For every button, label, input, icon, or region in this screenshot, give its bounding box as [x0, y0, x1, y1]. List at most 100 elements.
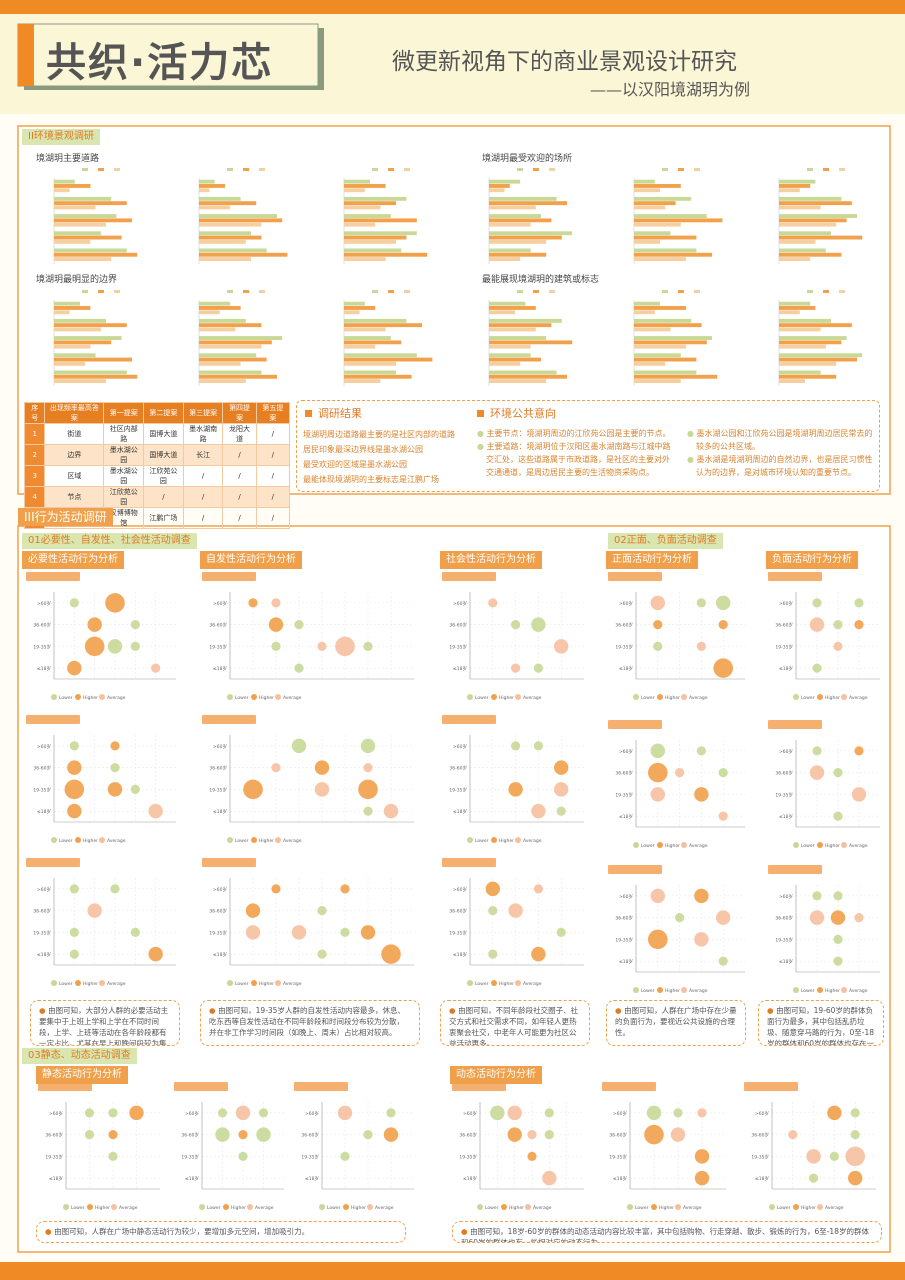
bubble	[809, 1173, 819, 1183]
y-tick-label: 19-35岁	[751, 1153, 769, 1160]
chart-tag	[608, 572, 662, 581]
legend-dot	[817, 694, 823, 700]
table-cell: 3	[23, 465, 46, 487]
result-line: 境湖玥周边道路最主要的是社区内部的道路	[303, 430, 455, 439]
bar	[54, 361, 86, 366]
chart-title: 社会性活动行为分析	[440, 551, 542, 569]
y-tick-label: ≤18岁	[37, 665, 51, 672]
y-tick-label: 36-60岁	[33, 908, 51, 915]
legend-dot	[467, 837, 473, 843]
y-tick-label: 19-35岁	[209, 643, 227, 650]
note: ● 由图可知，大部分人群的必要活动主要集中于上班上学和上学在不同时间段，上学、上…	[30, 1000, 180, 1046]
bubble	[531, 617, 546, 632]
legend-swatch	[82, 290, 88, 293]
bubble	[129, 1105, 144, 1121]
legend-swatch	[372, 168, 378, 171]
bubble	[314, 760, 330, 775]
bubble	[294, 663, 304, 673]
legend-label: Average	[849, 988, 868, 994]
bar	[634, 252, 712, 257]
bar	[344, 235, 407, 240]
chart-title: 静态活动行为分析	[36, 1066, 128, 1084]
bubble	[317, 949, 327, 959]
legend-swatch	[227, 168, 233, 171]
bottom-bar	[0, 1262, 905, 1280]
group-title: 最能展现境湖玥的建筑或标志	[482, 275, 600, 285]
bar	[344, 205, 381, 210]
legend-label: Lower	[641, 695, 655, 701]
bubble	[69, 949, 79, 959]
bar	[199, 196, 241, 201]
bubble	[235, 1105, 251, 1121]
bar	[344, 318, 407, 323]
chart-tag	[768, 572, 822, 581]
legend-label: Lower	[801, 843, 815, 849]
bar	[54, 370, 127, 375]
y-tick-label: 19-35岁	[181, 1153, 199, 1160]
y-tick-label: 36-60岁	[751, 1132, 769, 1139]
chart-tag	[26, 858, 80, 867]
bubble	[670, 1127, 686, 1142]
bar	[344, 218, 417, 223]
bubble	[542, 1170, 557, 1186]
legend-swatch	[662, 290, 668, 293]
legend-label: Higher	[83, 981, 98, 987]
legend-label: Higher	[665, 695, 680, 701]
bubble	[360, 738, 376, 754]
table-header-cell: 第二提案	[143, 402, 184, 424]
table-cell: 江鹏广场	[143, 507, 184, 529]
bubble	[383, 1127, 399, 1142]
bar	[489, 231, 573, 236]
y-tick-label: >60岁	[453, 600, 467, 607]
bubble	[485, 881, 500, 897]
legend-label: Average	[689, 843, 708, 849]
legend-dot	[793, 842, 799, 848]
bubble	[648, 929, 668, 950]
bubble	[245, 903, 261, 918]
bubble	[850, 1130, 860, 1140]
bubble	[69, 927, 79, 937]
legend-label: Lower	[327, 1205, 341, 1211]
environment-item: ● 主要道路：境湖玥位于汉阳区墨水湖南路与江城中路交汇处，这些道路属于市政道路，…	[477, 440, 677, 479]
table-row: 1 街道 社区内部路 国博大道 墨水湖南路 龙阳大道 /	[23, 423, 291, 445]
table-cell: 街道	[44, 423, 105, 445]
y-tick-label: ≤18岁	[37, 951, 51, 958]
bar	[199, 257, 251, 261]
legend-label: Lower	[777, 1205, 791, 1211]
y-tick-label: 19-35岁	[301, 1153, 319, 1160]
bubble	[833, 934, 843, 944]
legend-label: Higher	[83, 695, 98, 701]
chart-tag	[744, 1082, 798, 1091]
legend-swatch	[694, 290, 700, 293]
bubble	[507, 1127, 522, 1142]
legend-dot	[491, 694, 497, 700]
bar	[54, 235, 122, 240]
table-cell: 江欣苑公园	[143, 465, 184, 487]
bar	[199, 179, 215, 184]
bar	[489, 353, 531, 358]
y-tick-label: 19-35岁	[209, 786, 227, 793]
section-label: III行为活动调研	[18, 508, 113, 526]
bubble	[107, 782, 123, 797]
bubble	[830, 910, 846, 925]
y-tick-label: 36-60岁	[33, 765, 51, 772]
legend-label: Lower	[801, 695, 815, 701]
bar	[344, 353, 417, 358]
bar	[489, 306, 536, 310]
results-title-text: 调研结果	[318, 407, 362, 420]
chart-tag	[602, 1082, 656, 1091]
bubble	[806, 1149, 821, 1164]
y-tick-label: 36-60岁	[609, 1132, 627, 1139]
y-tick-label: 36-60岁	[459, 1132, 477, 1139]
legend-dot	[227, 980, 233, 986]
bullet: ●	[687, 455, 697, 464]
y-tick-label: ≤18岁	[305, 1175, 319, 1182]
y-tick-label: 19-35岁	[615, 936, 633, 943]
legend-swatch	[662, 168, 668, 171]
bubble	[335, 636, 355, 657]
legend-dot	[87, 1204, 93, 1210]
bubble	[291, 925, 307, 940]
table-cell: /	[255, 444, 291, 466]
bar	[344, 301, 365, 306]
environment-items: ● 主要节点：境湖玥周边的江欣苑公园是主要的节点。 ● 主要道路：境湖玥位于汉阳区…	[477, 427, 677, 479]
